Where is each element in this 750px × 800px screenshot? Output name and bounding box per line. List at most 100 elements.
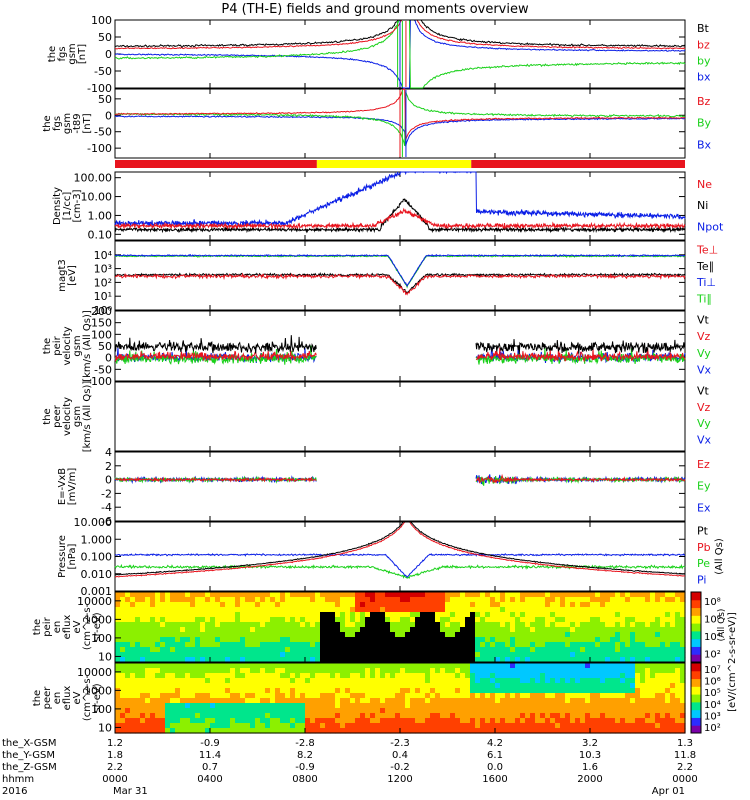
spectrogram-cell <box>570 698 576 704</box>
y-axis-label: gsm <box>67 43 78 64</box>
spectrogram-cell <box>300 678 306 684</box>
spectrogram-cell <box>175 703 181 709</box>
spectrogram-cell <box>530 703 536 709</box>
spectrogram-cell <box>175 678 181 684</box>
spectrogram-cell <box>345 713 351 719</box>
spectrogram-cell <box>640 637 646 643</box>
time-axis-value: 0400 <box>197 774 222 785</box>
spectrogram-cell <box>355 663 361 669</box>
spectrogram-cell <box>420 693 426 699</box>
spectrogram-cell <box>385 703 391 709</box>
spectrogram-cell <box>445 632 451 638</box>
spectrogram-cell <box>415 607 421 613</box>
spectrogram-cell <box>350 592 356 598</box>
spectrogram-cell <box>450 657 456 663</box>
spectrogram-cell <box>605 627 611 633</box>
spectrogram-cell <box>225 708 231 714</box>
spectrogram-cell <box>340 673 346 679</box>
spectrogram-cell <box>195 607 201 613</box>
spectrogram-cell <box>385 627 391 633</box>
spectrogram-cell <box>145 622 151 628</box>
spectrogram-cell <box>680 647 686 653</box>
spectrogram-cell <box>455 673 461 679</box>
y-axis-label: Density <box>52 187 63 225</box>
spectrogram-cell <box>505 693 511 699</box>
spectrogram-cell <box>545 718 551 724</box>
spectrogram-cell <box>455 703 461 709</box>
spectrogram-cell <box>305 597 311 603</box>
spectrogram-cell <box>135 708 141 714</box>
spectrogram-cell <box>675 688 681 694</box>
spectrogram-cell <box>365 718 371 724</box>
spectrogram-cell <box>280 708 286 714</box>
spectrogram-cell <box>625 708 631 714</box>
spectrogram-cell <box>390 703 396 709</box>
spectrogram-cell <box>165 703 171 709</box>
spectrogram-cell <box>340 713 346 719</box>
spectrogram-cell <box>325 678 331 684</box>
spectrogram-cell <box>200 678 206 684</box>
spectrogram-cell <box>295 652 301 658</box>
spectrogram-cell <box>415 683 421 689</box>
spectrogram-cell <box>305 612 311 618</box>
spectrogram-cell <box>530 668 536 674</box>
spectrogram-cell <box>580 602 586 608</box>
y-axis-label: en <box>52 692 63 705</box>
spectrogram-cell <box>160 693 166 699</box>
time-axis-value: 0.4 <box>392 750 408 761</box>
spectrogram-cell <box>410 627 416 633</box>
spectrogram-cell <box>295 622 301 628</box>
spectrogram-cell <box>505 632 511 638</box>
spectrogram-cell <box>245 708 251 714</box>
spectrogram-cell <box>370 642 376 648</box>
spectrogram-cell <box>270 678 276 684</box>
spectrogram-cell <box>625 617 631 623</box>
spectrogram-cell <box>130 592 136 598</box>
spectrogram-cell <box>560 607 566 613</box>
spectrogram-cell <box>450 647 456 653</box>
spectrogram-cell <box>390 642 396 648</box>
spectrogram-cell <box>410 693 416 699</box>
spectrogram-cell <box>640 642 646 648</box>
spectrogram-cell <box>445 718 451 724</box>
spectrogram-cell <box>435 723 441 729</box>
spectrogram-cell <box>510 642 516 648</box>
spectrogram-cell <box>375 612 381 618</box>
spectrogram-cell <box>260 652 266 658</box>
spectrogram-cell <box>650 602 656 608</box>
spectrogram-cell <box>165 713 171 719</box>
spectrogram-cell <box>325 632 331 638</box>
spectrogram-cell <box>535 703 541 709</box>
spectrogram-cell <box>365 622 371 628</box>
spectrogram-cell <box>400 592 406 598</box>
spectrogram-cell <box>210 678 216 684</box>
spectrogram-cell <box>515 652 521 658</box>
spectrogram-cell <box>425 642 431 648</box>
spectrogram-cell <box>675 632 681 638</box>
spectrogram-cell <box>665 592 671 598</box>
spectrogram-cell <box>390 668 396 674</box>
spectrogram-cell <box>540 632 546 638</box>
spectrogram-cell <box>655 627 661 633</box>
spectrogram-cell <box>240 673 246 679</box>
spectrogram-cell <box>415 703 421 709</box>
spectrogram-cell <box>550 642 556 648</box>
spectrogram-cell <box>595 683 601 689</box>
spectrogram-cell <box>595 652 601 658</box>
spectrogram-cell <box>645 602 651 608</box>
spectrogram-cell <box>495 713 501 719</box>
spectrogram-cell <box>210 657 216 663</box>
spectrogram-cell <box>375 663 381 669</box>
spectrogram-cell <box>655 602 661 608</box>
spectrogram-cell <box>425 728 431 734</box>
spectrogram-cell <box>250 642 256 648</box>
spectrogram-cell <box>290 597 296 603</box>
series-Npot <box>114 171 686 228</box>
spectrogram-cell <box>235 602 241 608</box>
colorbar-tick-label: 10⁶ <box>704 614 721 625</box>
spectrogram-cell <box>195 657 201 663</box>
spectrogram-cell <box>555 607 561 613</box>
spectrogram-cell <box>385 723 391 729</box>
spectrogram-cell <box>225 723 231 729</box>
spectrogram-cell <box>515 592 521 598</box>
